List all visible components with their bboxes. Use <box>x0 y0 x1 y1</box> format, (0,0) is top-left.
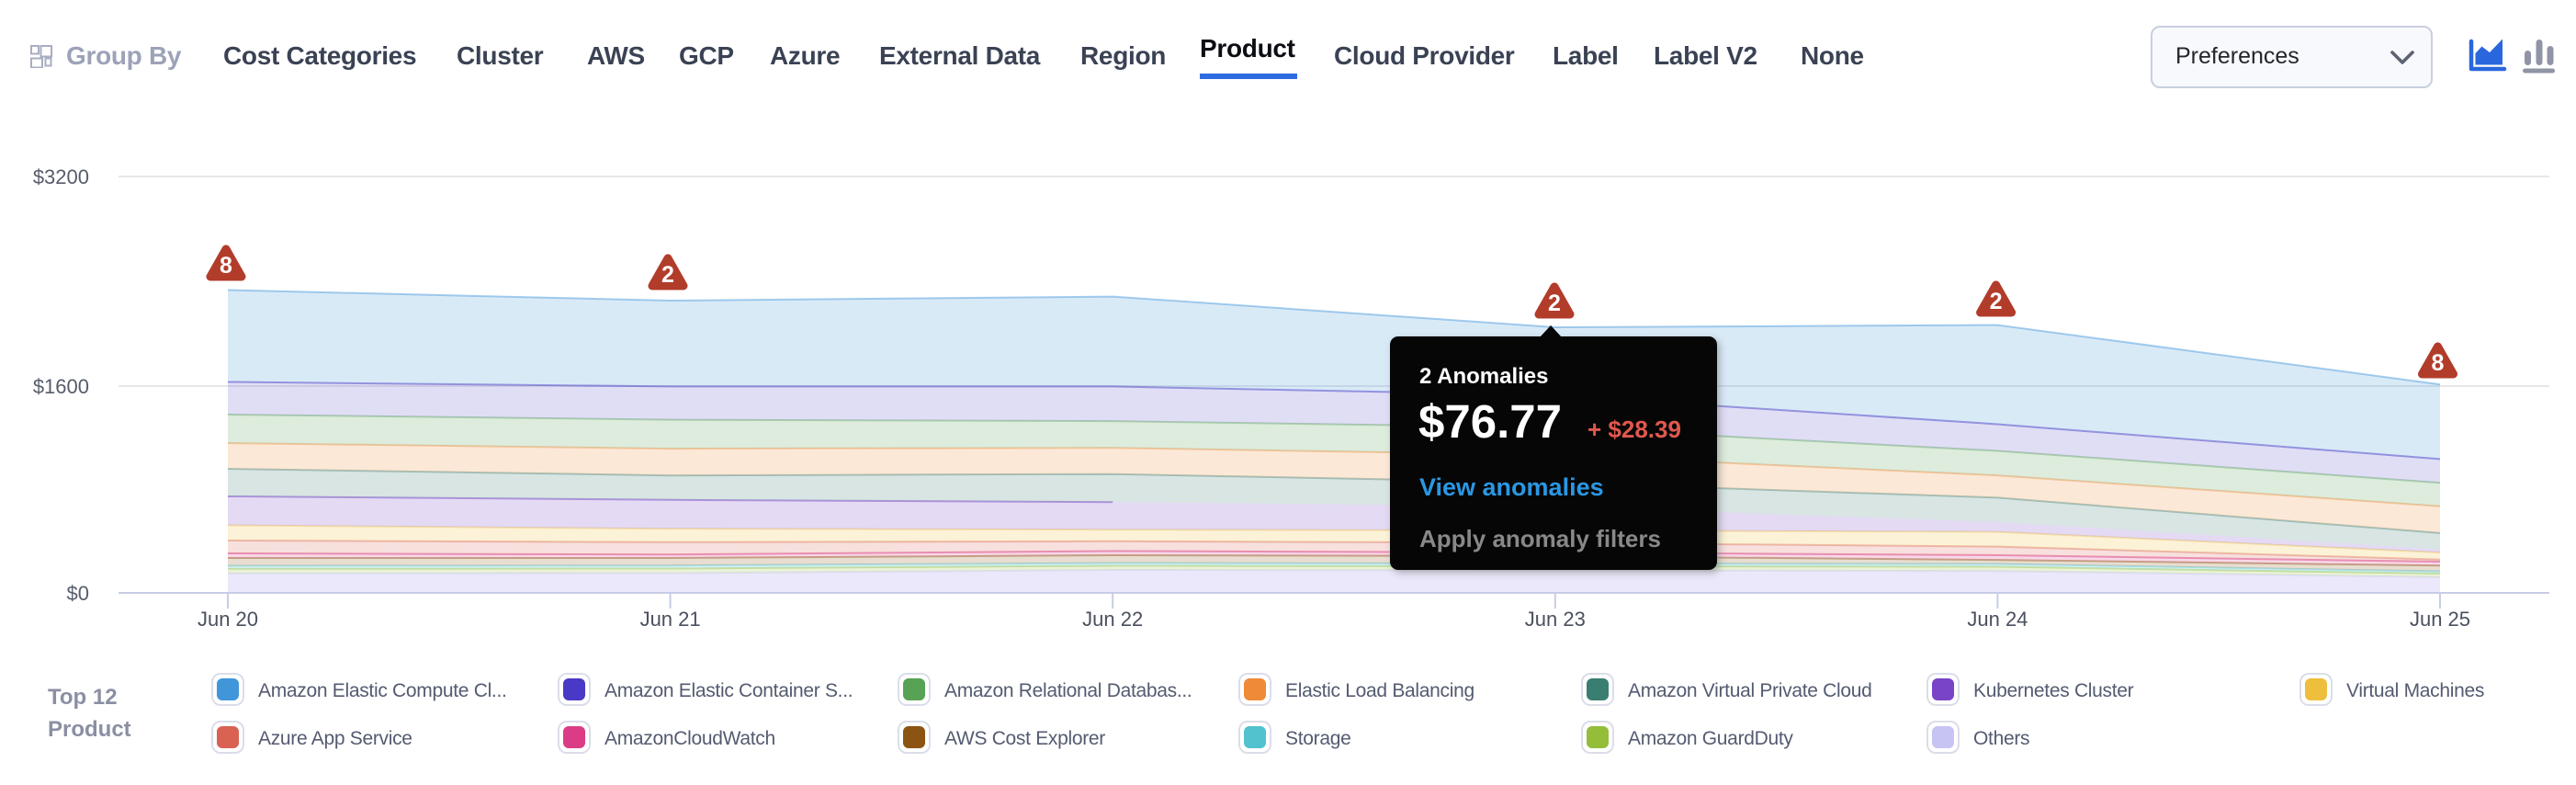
svg-text:Jun 23: Jun 23 <box>1525 608 1586 631</box>
svg-text:Jun 22: Jun 22 <box>1082 608 1143 631</box>
svg-text:$3200: $3200 <box>33 165 89 188</box>
svg-text:Jun 25: Jun 25 <box>2410 608 2470 631</box>
svg-text:2: 2 <box>661 262 674 288</box>
svg-text:Jun 24: Jun 24 <box>1967 608 2028 631</box>
svg-text:2: 2 <box>1548 290 1561 316</box>
svg-text:2: 2 <box>1990 289 2003 314</box>
svg-text:Jun 20: Jun 20 <box>198 608 258 631</box>
svg-text:Jun 21: Jun 21 <box>640 608 701 631</box>
svg-text:$1600: $1600 <box>33 375 89 398</box>
svg-text:8: 8 <box>2432 350 2445 376</box>
svg-text:8: 8 <box>220 253 232 279</box>
svg-text:$0: $0 <box>67 582 89 605</box>
